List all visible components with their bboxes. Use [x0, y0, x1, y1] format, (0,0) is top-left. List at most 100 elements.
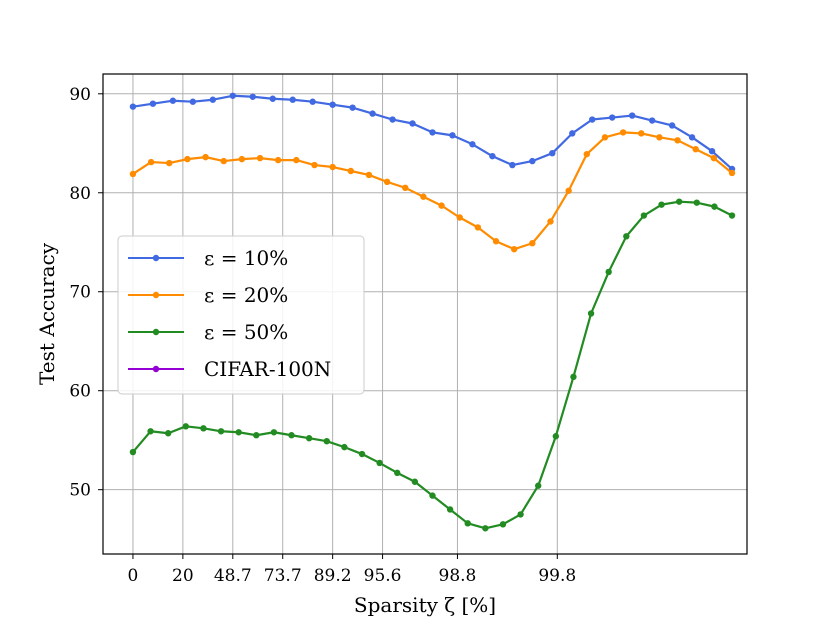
- series-point: [711, 203, 718, 210]
- series-point: [129, 103, 137, 110]
- series-2: [129, 129, 736, 253]
- series-point: [638, 130, 645, 137]
- series-1: [129, 92, 736, 173]
- legend: ε = 10% ε = 20% ε = 50% CIFAR-100N: [117, 235, 365, 395]
- y-tick-label: 60: [69, 382, 91, 402]
- series-point: [305, 435, 313, 442]
- series-point: [728, 169, 736, 177]
- series-point: [456, 214, 463, 221]
- series-point: [189, 98, 197, 105]
- series-point: [589, 116, 596, 123]
- legend-label: CIFAR-100N: [204, 357, 331, 381]
- series-point: [570, 373, 577, 381]
- series-point: [147, 428, 154, 435]
- series-point: [365, 171, 373, 179]
- series-point: [329, 163, 336, 171]
- series-point: [489, 152, 496, 160]
- series-point: [547, 218, 554, 225]
- series-point: [469, 141, 476, 148]
- series-point: [349, 104, 356, 111]
- series-point: [549, 149, 556, 157]
- series-point: [293, 156, 300, 164]
- legend-marker: [152, 365, 160, 373]
- tick-layer: 0 20 48.7 73.7 89.2 95.6 98.8 99.8 50 60 70 80 90: [69, 85, 576, 586]
- series-point: [323, 437, 330, 445]
- series-point: [601, 134, 609, 141]
- series-point: [389, 116, 396, 123]
- series-point: [623, 233, 630, 240]
- series-point: [200, 425, 207, 432]
- series-point: [229, 92, 236, 99]
- series-point: [358, 450, 366, 458]
- legend-label: ε = 50%: [204, 320, 288, 344]
- series-point: [253, 432, 260, 439]
- series-point: [274, 156, 282, 164]
- series-point: [409, 120, 416, 127]
- series-point: [464, 520, 471, 527]
- series-point: [129, 170, 137, 178]
- x-tick-label: 98.8: [439, 566, 477, 586]
- series-point: [383, 178, 391, 186]
- x-axis-label: Sparsity ζ [%]: [354, 593, 496, 617]
- series-point: [149, 100, 157, 107]
- series-point: [535, 482, 542, 489]
- series-point: [369, 110, 376, 117]
- series-point: [347, 167, 354, 175]
- series-point: [182, 423, 190, 430]
- series-point: [202, 153, 209, 161]
- series-point: [587, 310, 595, 317]
- series-layer: [129, 92, 736, 532]
- series-point: [420, 193, 427, 200]
- series-point: [235, 429, 242, 436]
- series-point: [394, 469, 401, 477]
- series-point: [238, 155, 246, 163]
- series-point: [449, 132, 456, 139]
- y-tick-label: 80: [69, 184, 91, 204]
- plot-frame: [102, 73, 748, 555]
- series-point: [329, 101, 336, 108]
- series-line: [132, 131, 733, 251]
- series-point: [656, 134, 663, 141]
- series-point: [692, 146, 699, 153]
- series-point: [341, 443, 348, 451]
- series-point: [628, 112, 636, 119]
- series-point: [376, 459, 383, 467]
- series-point: [288, 432, 295, 439]
- y-tick-label: 70: [69, 283, 91, 303]
- x-tick-label: 48.7: [214, 566, 252, 586]
- series-point: [220, 157, 227, 165]
- series-point: [708, 147, 716, 155]
- series-point: [166, 159, 173, 167]
- series-point: [583, 150, 590, 158]
- series-point: [552, 433, 560, 440]
- series-point: [728, 212, 736, 219]
- series-point: [311, 161, 318, 169]
- series-point: [429, 492, 436, 499]
- series-point: [688, 134, 696, 141]
- x-tick-label: 20: [172, 566, 194, 586]
- series-point: [668, 122, 676, 129]
- series-point: [648, 117, 656, 124]
- series-point: [619, 129, 627, 136]
- series-point: [217, 428, 225, 435]
- legend-box: [117, 235, 365, 395]
- series-point: [411, 478, 419, 485]
- series-point: [640, 212, 648, 219]
- series-point: [675, 198, 683, 205]
- series-point: [569, 130, 576, 137]
- series-point: [499, 521, 507, 528]
- series-point: [269, 95, 276, 102]
- x-tick-label: 99.8: [538, 566, 576, 586]
- series-point: [147, 158, 155, 166]
- series-point: [565, 187, 572, 194]
- series-point: [309, 98, 316, 105]
- series-point: [209, 96, 217, 103]
- series-point: [429, 129, 436, 136]
- y-tick-label: 90: [69, 85, 91, 105]
- series-point: [674, 137, 681, 144]
- series-point: [510, 245, 518, 253]
- x-tick-label: 73.7: [264, 566, 302, 586]
- x-tick-label: 0: [128, 566, 139, 586]
- legend-label: ε = 10%: [204, 246, 288, 270]
